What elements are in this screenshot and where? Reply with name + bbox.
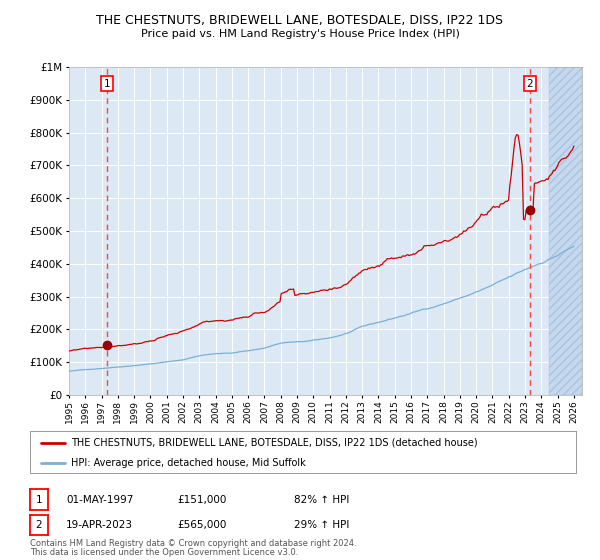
- Text: This data is licensed under the Open Government Licence v3.0.: This data is licensed under the Open Gov…: [30, 548, 298, 557]
- Text: THE CHESTNUTS, BRIDEWELL LANE, BOTESDALE, DISS, IP22 1DS (detached house): THE CHESTNUTS, BRIDEWELL LANE, BOTESDALE…: [71, 438, 478, 448]
- Bar: [550, 67, 582, 395]
- Text: HPI: Average price, detached house, Mid Suffolk: HPI: Average price, detached house, Mid …: [71, 458, 306, 468]
- Text: Price paid vs. HM Land Registry's House Price Index (HPI): Price paid vs. HM Land Registry's House …: [140, 29, 460, 39]
- Text: £565,000: £565,000: [177, 520, 226, 530]
- Text: 2: 2: [35, 520, 43, 530]
- Text: 2: 2: [527, 78, 533, 88]
- Text: THE CHESTNUTS, BRIDEWELL LANE, BOTESDALE, DISS, IP22 1DS: THE CHESTNUTS, BRIDEWELL LANE, BOTESDALE…: [97, 14, 503, 27]
- Text: 1: 1: [35, 494, 43, 505]
- Text: Contains HM Land Registry data © Crown copyright and database right 2024.: Contains HM Land Registry data © Crown c…: [30, 539, 356, 548]
- Text: 29% ↑ HPI: 29% ↑ HPI: [294, 520, 349, 530]
- Text: £151,000: £151,000: [177, 494, 226, 505]
- Text: 1: 1: [104, 78, 110, 88]
- Text: 82% ↑ HPI: 82% ↑ HPI: [294, 494, 349, 505]
- Text: 19-APR-2023: 19-APR-2023: [66, 520, 133, 530]
- Text: 01-MAY-1997: 01-MAY-1997: [66, 494, 133, 505]
